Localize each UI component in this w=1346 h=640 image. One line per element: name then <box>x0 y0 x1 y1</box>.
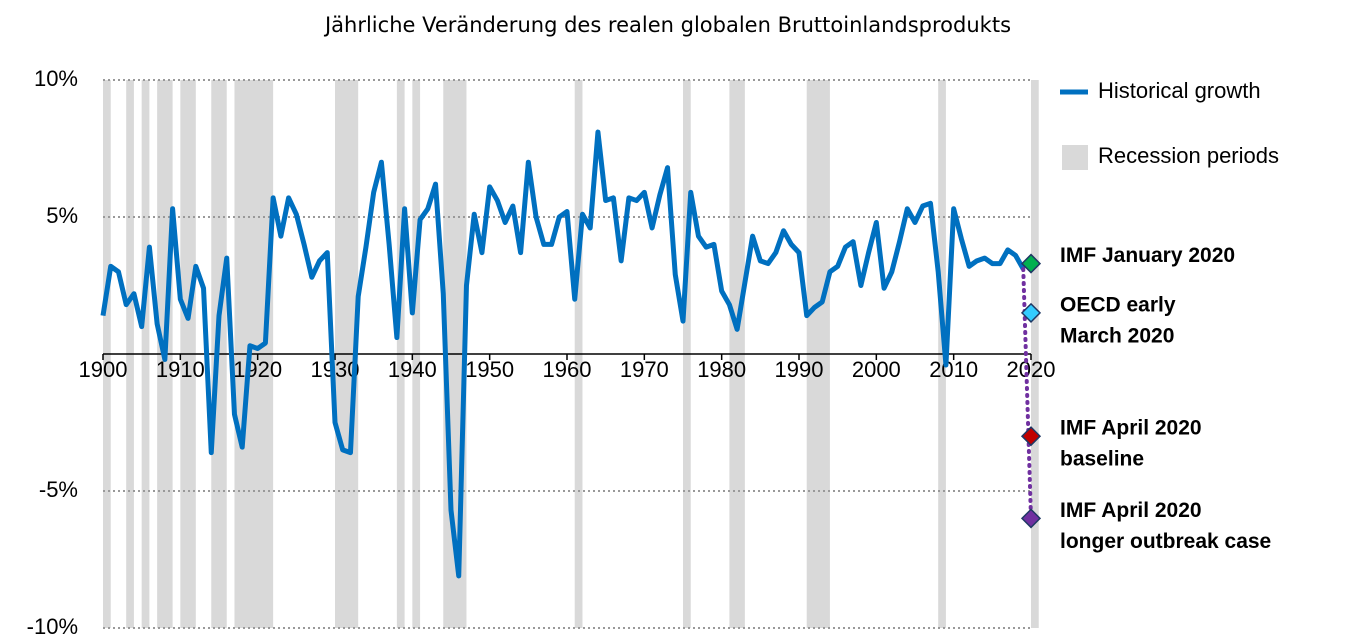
legend-label: Recession periods <box>1098 143 1279 168</box>
forecast-marker <box>1020 426 1042 447</box>
x-tick-label: 1950 <box>465 357 514 382</box>
x-tick-label: 2000 <box>852 357 901 382</box>
legend-label: Historical growth <box>1098 78 1261 103</box>
x-tick-label: 1940 <box>388 357 437 382</box>
forecast-label: March 2020 <box>1060 324 1174 347</box>
x-tick-label: 1990 <box>775 357 824 382</box>
y-tick-label: 10% <box>34 66 78 91</box>
chart-title: Jährliche Veränderung des realen globale… <box>323 13 1011 37</box>
forecast-marker <box>1020 253 1042 274</box>
forecast-marker <box>1020 302 1042 323</box>
forecast-marker <box>1020 508 1042 529</box>
x-tick-label: 1970 <box>620 357 669 382</box>
x-tick-label: 2010 <box>929 357 978 382</box>
x-tick-label: 1960 <box>543 357 592 382</box>
forecast-label: IMF January 2020 <box>1060 244 1235 267</box>
forecast-label: baseline <box>1060 448 1144 471</box>
y-tick-label: 5% <box>46 203 78 228</box>
forecast-label: IMF April 2020 <box>1060 417 1202 440</box>
series-line <box>100 129 1026 579</box>
y-tick-label: -5% <box>39 477 78 502</box>
y-tick-label: -10% <box>27 614 78 639</box>
recession-band <box>1031 80 1039 628</box>
forecast-label: OECD early <box>1060 293 1176 316</box>
legend-swatch <box>1062 145 1088 170</box>
x-tick-label: 1980 <box>697 357 746 382</box>
x-tick-label: 1920 <box>233 357 282 382</box>
forecast-label: IMF April 2020 <box>1060 499 1202 522</box>
x-tick-label: 1900 <box>79 357 128 382</box>
x-tick-label: 2020 <box>1007 357 1056 382</box>
forecast-label: longer outbreak case <box>1060 530 1271 553</box>
